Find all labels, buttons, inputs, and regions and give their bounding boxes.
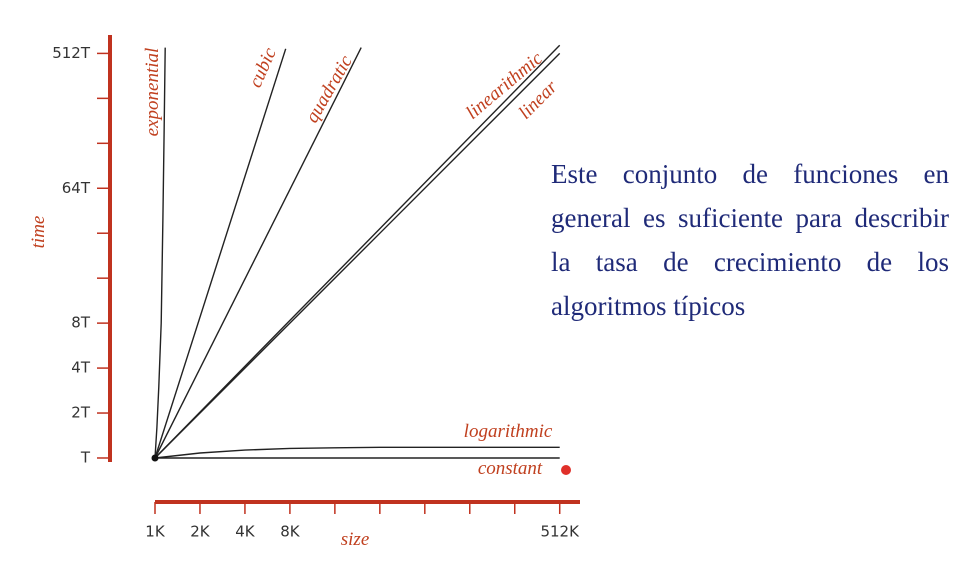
y-tick-label: 512T bbox=[52, 44, 91, 62]
x-tick-label: 1K bbox=[145, 523, 166, 541]
line bbox=[154, 47, 166, 459]
line bbox=[154, 446, 560, 459]
origin-dot bbox=[151, 454, 159, 462]
line bbox=[154, 47, 362, 459]
series-label: logarithmic bbox=[464, 421, 553, 442]
x-tick-label: 8K bbox=[280, 523, 301, 541]
y-tick-label: T bbox=[80, 448, 91, 466]
line bbox=[154, 48, 287, 459]
line bbox=[154, 52, 561, 459]
series-label: quadratic bbox=[302, 52, 357, 127]
y-tick-label: 4T bbox=[71, 359, 91, 377]
x-tick-label: 512K bbox=[540, 523, 580, 541]
series-label: cubic bbox=[245, 44, 281, 91]
y-tick-label: 64T bbox=[62, 179, 91, 197]
y-axis-label: time bbox=[28, 216, 49, 249]
text-block: Este conjunto de funciones en general es… bbox=[551, 159, 949, 321]
series-label: exponential bbox=[142, 48, 163, 137]
x-tick-label: 4K bbox=[235, 523, 256, 541]
x-axis-label: size bbox=[341, 529, 370, 550]
x-tick-label: 2K bbox=[190, 523, 211, 541]
y-tick-label: 8T bbox=[71, 314, 91, 332]
series-label: constant bbox=[478, 458, 543, 479]
y-tick-label: 2T bbox=[71, 404, 91, 422]
dot bbox=[561, 465, 571, 475]
line bbox=[154, 44, 561, 459]
